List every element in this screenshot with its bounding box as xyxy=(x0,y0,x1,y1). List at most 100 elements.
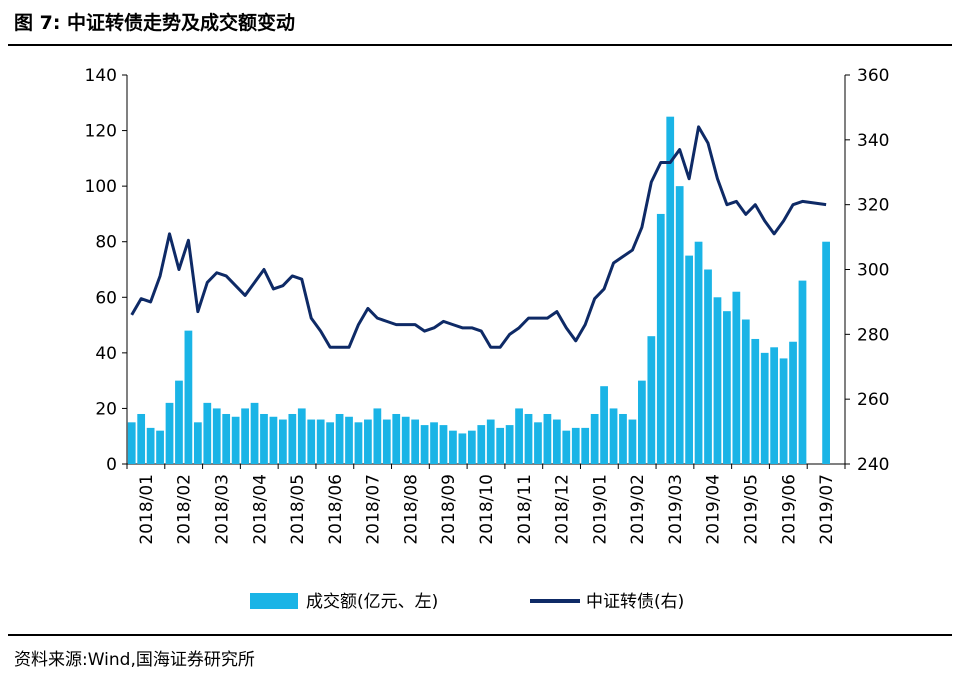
bar xyxy=(420,425,429,464)
bar xyxy=(250,402,259,464)
y-left-tick-label: 120 xyxy=(85,122,117,142)
bar xyxy=(449,430,457,464)
x-tick-label: 2018/09 xyxy=(439,474,459,545)
bar xyxy=(307,419,316,464)
bar xyxy=(675,186,684,464)
x-tick-label: 2019/06 xyxy=(779,474,799,545)
bar xyxy=(798,280,807,464)
bar xyxy=(552,419,561,464)
legend-line-label: 中证转债(右) xyxy=(586,592,684,612)
bar xyxy=(279,419,287,464)
bar xyxy=(704,269,712,464)
bar xyxy=(458,433,467,464)
x-tick-label: 2018/06 xyxy=(326,474,346,545)
bar xyxy=(411,419,420,464)
bar xyxy=(146,427,155,464)
bar xyxy=(354,422,363,464)
x-tick-label: 2019/04 xyxy=(704,474,724,545)
bar xyxy=(751,338,760,464)
x-axis: 2018/01 2018/02 2018/03 2018/04 2018/05 2018/… xyxy=(126,464,846,545)
figure-title: 图 7: 中证转债走势及成交额变动 xyxy=(14,12,296,34)
bar xyxy=(467,430,476,464)
y-left-tick-label: 140 xyxy=(85,66,117,86)
bar xyxy=(770,347,779,464)
bar xyxy=(156,430,164,464)
bar xyxy=(127,422,136,464)
bar xyxy=(590,413,599,464)
bar xyxy=(609,408,618,464)
y-right-tick-label: 280 xyxy=(857,325,889,345)
y-axis-right: 240 260 280 300 320 340 360 xyxy=(845,66,889,475)
y-left-tick-label: 80 xyxy=(95,233,117,253)
line-series xyxy=(130,125,827,349)
bar xyxy=(165,402,174,464)
bar xyxy=(741,319,750,464)
y-right-tick-label: 260 xyxy=(857,390,889,410)
bar xyxy=(184,330,193,464)
x-tick-label: 2019/02 xyxy=(628,474,648,545)
bar xyxy=(137,413,146,464)
bar xyxy=(789,341,797,464)
source-note: 资料来源:Wind,国海证券研究所 xyxy=(14,650,255,670)
y-right-tick-label: 320 xyxy=(857,196,889,216)
bar xyxy=(175,380,183,464)
x-tick-label: 2019/03 xyxy=(666,474,686,545)
y-left-tick-label: 100 xyxy=(85,177,117,197)
bar xyxy=(543,413,552,464)
bar xyxy=(666,116,675,465)
bar xyxy=(713,297,722,464)
series-line xyxy=(130,125,827,349)
bar xyxy=(779,358,788,464)
bar xyxy=(335,413,344,464)
bar xyxy=(260,413,268,464)
bar xyxy=(732,291,741,464)
bar xyxy=(628,419,637,464)
source-rule xyxy=(8,634,952,636)
bar xyxy=(212,408,221,464)
bar xyxy=(656,213,665,464)
bar xyxy=(203,402,212,464)
y-right-tick-label: 300 xyxy=(857,261,889,281)
bar xyxy=(373,408,382,464)
bar xyxy=(760,352,769,464)
bar xyxy=(269,416,278,464)
bar xyxy=(515,408,523,464)
bar xyxy=(477,425,486,464)
bar xyxy=(694,241,703,464)
y-right-tick-label: 360 xyxy=(857,66,889,86)
x-tick-label: 2018/07 xyxy=(364,474,384,545)
bar-series xyxy=(127,116,830,465)
bar xyxy=(345,416,353,464)
bar xyxy=(193,422,202,464)
x-tick-label: 2018/08 xyxy=(401,474,421,545)
x-tick-label: 2018/03 xyxy=(212,474,232,545)
x-tick-label: 2018/02 xyxy=(175,474,195,545)
x-tick-label: 2019/01 xyxy=(590,474,610,545)
bar xyxy=(297,408,306,464)
title-rule xyxy=(8,44,952,46)
bar xyxy=(222,413,231,464)
bar xyxy=(288,413,297,464)
bar xyxy=(534,422,542,464)
bar xyxy=(524,413,533,464)
y-left-tick-label: 20 xyxy=(95,399,117,419)
legend-bar-label: 成交额(亿元、左) xyxy=(306,592,438,612)
x-tick-label: 2018/10 xyxy=(477,474,497,545)
x-tick-label: 2018/04 xyxy=(250,474,270,545)
x-tick-label: 2019/07 xyxy=(817,474,837,545)
x-tick-label: 2018/05 xyxy=(288,474,308,545)
bar xyxy=(562,430,571,464)
bar xyxy=(581,427,590,464)
bar xyxy=(486,419,495,464)
bar xyxy=(638,380,646,464)
x-tick-label: 2018/11 xyxy=(515,474,535,545)
bar xyxy=(401,416,410,464)
legend-bar-swatch xyxy=(250,593,298,609)
bar xyxy=(231,416,240,464)
bar xyxy=(326,422,334,464)
bar xyxy=(600,386,608,464)
bar xyxy=(505,425,514,464)
bar xyxy=(647,336,656,464)
y-right-tick-label: 240 xyxy=(857,455,889,475)
bar xyxy=(439,425,448,464)
